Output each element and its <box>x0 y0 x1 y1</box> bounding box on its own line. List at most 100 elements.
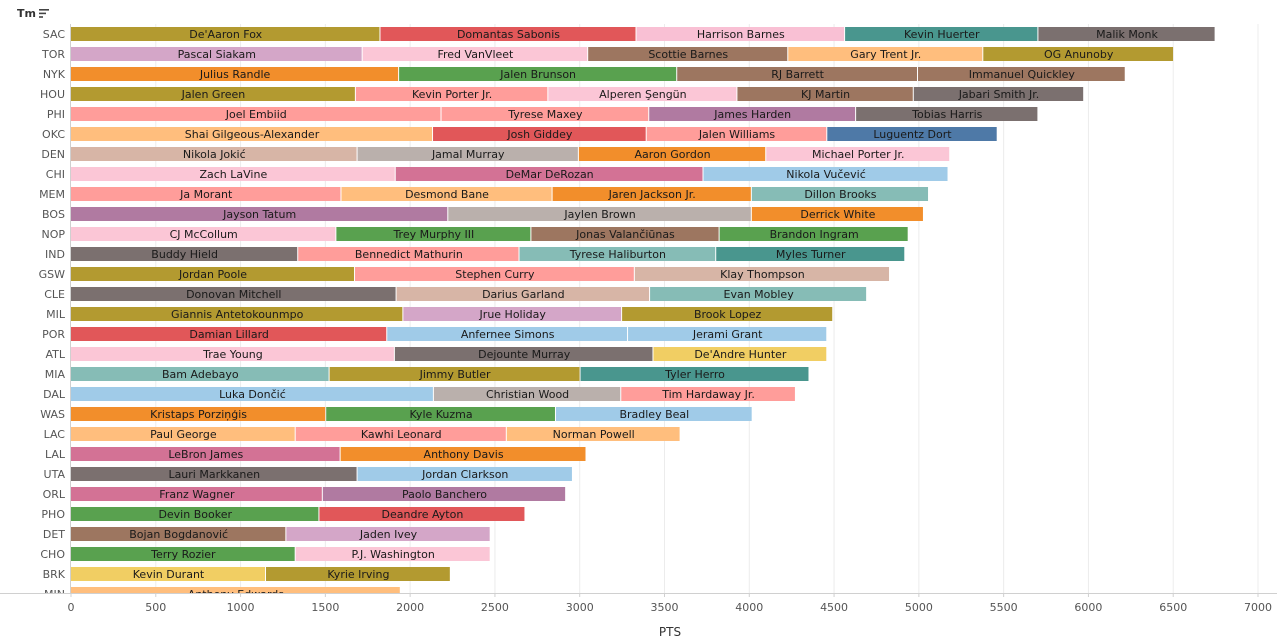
bar-segment[interactable] <box>71 347 394 361</box>
bar-segment[interactable] <box>578 147 766 161</box>
bar-segment[interactable] <box>71 187 341 201</box>
bar-segment[interactable] <box>433 127 646 141</box>
bar-segment[interactable] <box>555 407 752 421</box>
bar-segment[interactable] <box>636 27 845 41</box>
bar-segment[interactable] <box>266 567 450 581</box>
bar-segment[interactable] <box>448 207 751 221</box>
bar-segment[interactable] <box>918 67 1125 81</box>
bar-segment[interactable] <box>394 347 653 361</box>
bar-segment[interactable] <box>71 167 395 181</box>
bar-segment[interactable] <box>71 127 433 141</box>
bar-segment[interactable] <box>71 247 298 261</box>
bar-label: Ja Morant <box>179 188 233 201</box>
bar-segment[interactable] <box>1038 27 1215 41</box>
bar-segment[interactable] <box>71 87 355 101</box>
bar-segment[interactable] <box>856 107 1038 121</box>
bar-segment[interactable] <box>329 367 580 381</box>
bar-segment[interactable] <box>322 487 566 501</box>
bar-segment[interactable] <box>622 307 833 321</box>
bar-segment[interactable] <box>650 287 867 301</box>
bar-segment[interactable] <box>295 547 490 561</box>
bar-segment[interactable] <box>71 567 266 581</box>
bar-segment[interactable] <box>71 267 355 281</box>
bar-segment[interactable] <box>71 407 326 421</box>
bar-segment[interactable] <box>649 107 856 121</box>
bar-segment[interactable] <box>646 127 827 141</box>
bar-segment[interactable] <box>341 187 552 201</box>
bar-segment[interactable] <box>71 467 357 481</box>
bar-segment[interactable] <box>845 27 1038 41</box>
bar-segment[interactable] <box>71 207 448 221</box>
bar-segment[interactable] <box>319 507 525 521</box>
bar-segment[interactable] <box>548 87 737 101</box>
bar-label: Deandre Ayton <box>382 508 464 521</box>
bar-segment[interactable] <box>357 147 578 161</box>
bar-segment[interactable] <box>71 307 403 321</box>
bar-segment[interactable] <box>286 527 490 541</box>
bar-segment[interactable] <box>634 267 890 281</box>
bar-segment[interactable] <box>71 387 433 401</box>
bar-segment[interactable] <box>506 427 680 441</box>
bar-segment[interactable] <box>71 287 396 301</box>
bar-segment[interactable] <box>71 547 295 561</box>
column-header[interactable]: Tm <box>17 6 50 20</box>
bar-segment[interactable] <box>340 447 586 461</box>
bar-segment[interactable] <box>531 227 719 241</box>
bar-segment[interactable] <box>677 67 918 81</box>
bar-segment[interactable] <box>433 387 621 401</box>
bar-segment[interactable] <box>71 27 380 41</box>
bar-segment[interactable] <box>71 327 387 341</box>
bar-segment[interactable] <box>751 187 929 201</box>
bar-segment[interactable] <box>628 327 827 341</box>
bar-segment[interactable] <box>355 267 634 281</box>
bar-segment[interactable] <box>326 407 555 421</box>
bar-segment[interactable] <box>983 47 1174 61</box>
bar-segment[interactable] <box>913 87 1084 101</box>
bar-label: Jrue Holiday <box>479 308 547 321</box>
bar-segment[interactable] <box>71 67 399 81</box>
bar-segment[interactable] <box>441 107 649 121</box>
bar-segment[interactable] <box>71 507 319 521</box>
bar-segment[interactable] <box>403 307 622 321</box>
bar-segment[interactable] <box>71 447 340 461</box>
bar-segment[interactable] <box>71 587 400 601</box>
bar-segment[interactable] <box>519 247 716 261</box>
bar-segment[interactable] <box>621 387 795 401</box>
bar-segment[interactable] <box>703 167 948 181</box>
bar-segment[interactable] <box>355 87 548 101</box>
bar-segment[interactable] <box>336 227 531 241</box>
bar-segment[interactable] <box>298 247 519 261</box>
bar-segment[interactable] <box>653 347 827 361</box>
bar-label: Trey Murphy III <box>392 228 474 241</box>
bar-segment[interactable] <box>751 207 923 221</box>
bar-segment[interactable] <box>716 247 905 261</box>
x-tick-label: 3500 <box>651 601 679 614</box>
bar-segment[interactable] <box>71 487 322 501</box>
bar-segment[interactable] <box>827 127 997 141</box>
bar-segment[interactable] <box>362 47 588 61</box>
bar-segment[interactable] <box>737 87 913 101</box>
bar-segment[interactable] <box>71 107 441 121</box>
bar-segment[interactable] <box>71 367 329 381</box>
bar-segment[interactable] <box>396 287 650 301</box>
bar-segment[interactable] <box>580 367 809 381</box>
bar-segment[interactable] <box>588 47 788 61</box>
bar-segment[interactable] <box>71 47 362 61</box>
bar-segment[interactable] <box>766 147 950 161</box>
bar-segment[interactable] <box>387 327 628 341</box>
bar-segment[interactable] <box>71 227 336 241</box>
bar-segment[interactable] <box>552 187 751 201</box>
bar-segment[interactable] <box>295 427 506 441</box>
bar-segment[interactable] <box>71 427 295 441</box>
bar-segment[interactable] <box>395 167 703 181</box>
bar-segment[interactable] <box>71 147 357 161</box>
bar-segment[interactable] <box>380 27 636 41</box>
bar-segment[interactable] <box>399 67 677 81</box>
sort-descending-icon[interactable] <box>38 8 50 18</box>
bar-segment[interactable] <box>357 467 572 481</box>
bar-segment[interactable] <box>71 527 286 541</box>
bar-segment[interactable] <box>719 227 908 241</box>
bar-segment[interactable] <box>788 47 983 61</box>
bar-label: RJ Barrett <box>771 68 824 81</box>
